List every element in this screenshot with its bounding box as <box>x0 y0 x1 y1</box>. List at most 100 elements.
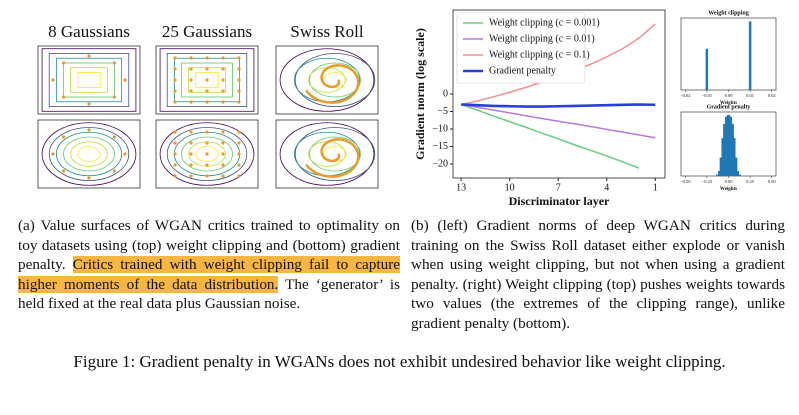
hist-bar <box>735 157 738 177</box>
data-point <box>173 130 177 134</box>
data-point <box>237 141 241 145</box>
data-point <box>237 130 241 134</box>
contour <box>63 136 115 172</box>
data-point <box>112 61 117 65</box>
x-tick-label: 13 <box>456 182 466 193</box>
contour-plot <box>155 45 259 115</box>
data-point <box>205 163 209 167</box>
data-point <box>189 100 193 104</box>
hist-bar <box>733 138 736 177</box>
hist-bar <box>731 124 734 177</box>
data-point <box>221 152 225 156</box>
data-point <box>189 163 193 167</box>
data-point <box>205 67 209 71</box>
contour <box>55 57 123 103</box>
contour <box>166 127 248 181</box>
y-tick-label: −10 <box>432 123 448 134</box>
panel-title: 25 Gaussians <box>162 22 252 41</box>
x-tick-label: 7 <box>556 182 561 193</box>
data-point <box>205 89 209 93</box>
data-point <box>189 130 193 134</box>
hist-bar <box>719 157 722 177</box>
legend-box <box>456 12 586 84</box>
contour <box>195 146 219 162</box>
caption-b: (b) (left) Gradient norms of deep WGAN c… <box>411 216 785 334</box>
contour <box>77 146 101 162</box>
x-tick-label: 0.00 <box>725 179 734 184</box>
x-tick-label: 1 <box>653 182 658 193</box>
contour <box>279 122 375 186</box>
hist-title: Weight clipping <box>708 10 749 16</box>
caption-a: (a) Value surfaces of WGAN critics train… <box>18 216 401 314</box>
hist-bar <box>736 170 740 177</box>
data-point <box>173 100 177 104</box>
data-point <box>112 135 117 139</box>
y-tick-label: −5 <box>437 106 448 117</box>
hist-bar <box>738 174 741 177</box>
hist-title: Gradient penalty <box>707 104 751 110</box>
hist-bar <box>705 48 709 91</box>
figure-caption: Figure 1: Gradient penalty in WGANs does… <box>0 352 799 372</box>
contour <box>41 48 137 112</box>
contour <box>55 131 123 177</box>
series-line <box>460 103 656 139</box>
data-point <box>237 152 241 156</box>
swiss-roll <box>305 64 360 104</box>
data-point <box>205 130 209 134</box>
y-tick-label: −20 <box>432 158 448 169</box>
data-point <box>173 78 177 82</box>
plot-area <box>680 17 777 91</box>
x-tick-label: 0.00 <box>725 93 734 98</box>
hist-bar <box>748 21 752 91</box>
data-point <box>205 78 209 82</box>
x-tick-label: −0.25 <box>702 179 713 184</box>
data-point <box>205 56 209 60</box>
x-axis-label: Discriminator layer <box>509 194 610 208</box>
data-point <box>173 56 177 60</box>
hist-bar <box>726 115 729 177</box>
data-point <box>112 95 117 99</box>
x-tick-label: 0.50 <box>768 179 777 184</box>
contour <box>70 67 108 93</box>
x-axis-label: Weights <box>720 101 737 106</box>
data-point <box>221 141 225 145</box>
swiss-roll <box>305 138 360 178</box>
x-tick-label: 0.01 <box>746 93 754 98</box>
data-point <box>221 56 225 60</box>
data-point <box>221 130 225 134</box>
data-point <box>237 100 241 104</box>
x-tick-label: 10 <box>505 182 515 193</box>
contour <box>159 122 255 186</box>
legend-label: Weight clipping (c = 0.01) <box>489 33 595 44</box>
data-point <box>189 89 193 93</box>
data-point <box>173 141 177 145</box>
x-tick-label: 4 <box>604 182 609 193</box>
contour <box>181 136 233 172</box>
contour <box>195 72 219 88</box>
contour-plot <box>37 45 141 115</box>
x-axis-label: Weights <box>720 187 737 192</box>
series-line <box>461 103 656 108</box>
hist-bar <box>728 115 731 177</box>
data-point <box>221 174 225 178</box>
contour <box>159 48 255 112</box>
data-point <box>61 169 66 173</box>
contour <box>41 122 137 186</box>
x-tick-label: −0.02 <box>680 93 690 98</box>
contour <box>309 136 361 172</box>
data-point <box>205 141 209 145</box>
data-point <box>237 56 241 60</box>
data-point <box>221 100 225 104</box>
data-point <box>87 54 91 58</box>
caption-text: The ‘generator’ is held fixed at the rea… <box>18 275 400 313</box>
plot-frame <box>275 119 379 189</box>
data-point <box>123 78 127 82</box>
data-point <box>189 141 193 145</box>
contour <box>48 53 130 107</box>
hist-bar <box>716 174 719 177</box>
caption-text: Figure 1: Gradient penalty in WGANs does… <box>73 352 726 371</box>
data-point <box>112 169 117 173</box>
legend-label: Weight clipping (c = 0.1) <box>489 49 590 60</box>
